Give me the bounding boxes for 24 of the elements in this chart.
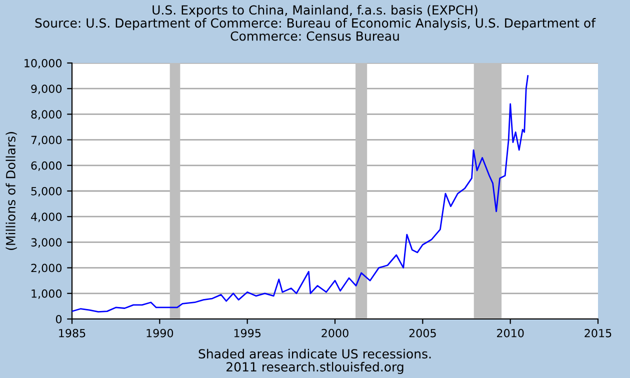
x-tick-label: 2010 (497, 328, 524, 338)
x-tick-label: 1995 (234, 328, 260, 338)
y-tick-label: 7,000 (31, 136, 62, 146)
x-tick-label: 2015 (584, 328, 612, 338)
line-series (72, 75, 529, 313)
x-tick-label: 2000 (322, 328, 348, 338)
x-tick-label: 2005 (409, 328, 436, 338)
y-axis-title: (Millions of Dollars) (6, 132, 17, 250)
y-tick-label: 6,000 (31, 161, 62, 171)
y-tick-label: 10,000 (24, 58, 62, 69)
y-tick-label: 2,000 (31, 264, 62, 274)
text: Shaded areas indicate US recessions. (198, 348, 431, 359)
y-tick-label: 0 (56, 314, 62, 324)
y-tick-label: 5,000 (31, 186, 62, 197)
y-tick-label: 9,000 (31, 84, 62, 94)
y-tick-label: 1,000 (32, 289, 62, 299)
y-tick-label: 8,000 (31, 110, 62, 120)
y-tick-label: 4,000 (31, 212, 62, 222)
chart-title: U.S. Exports to China, Mainland, f.a.s. basis (EXPCH) (152, 5, 478, 18)
y-tick-label: 3,000 (31, 238, 62, 248)
chart-subtitle: Source: U.S. Department of Commerce: Bureau of Economic Analysis, U.S. Department of Commerce: Census Bureau (35, 18, 596, 41)
x-tick-label: 1985 (59, 328, 86, 338)
x-tick-label: 1990 (146, 328, 174, 338)
text: 2011 research.stlouisfed.org (226, 362, 404, 374)
